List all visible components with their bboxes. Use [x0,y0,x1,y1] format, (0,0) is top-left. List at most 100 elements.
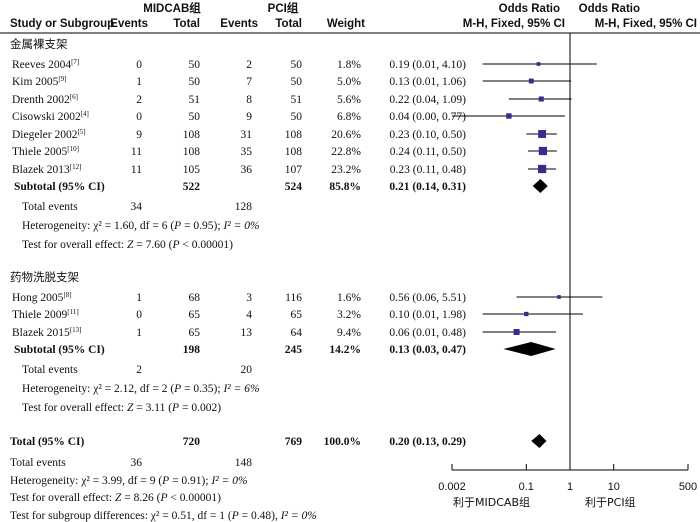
overall-heterogeneity-p: P [161,475,169,487]
overall-total-events2: 148 [235,457,253,469]
heterogeneity-i2: I² = 6% [222,383,259,395]
overall-heterogeneity-chi: χ² = 3.99, df = 9 ( [80,475,162,487]
ci-value: 0.10 (0.01, 1.98) [389,309,466,321]
total-label: Total (95% CI) [10,436,84,448]
study-name: Thiele 2009[11] [12,308,79,321]
study-name: Cisowski 2002[4] [12,110,89,123]
total2-header: Total [275,18,302,30]
subtotal-weight: 14.2% [329,344,361,356]
study-ref: [9] [58,75,66,83]
events2-value: 35 [241,146,253,158]
total-weight: 100.0% [324,436,361,448]
study-ref: [6] [70,93,78,101]
events1-value: 2 [136,94,142,106]
total2-value: 116 [285,292,302,304]
total2-value: 107 [285,164,303,176]
axis-tick-label: 1 [567,481,573,493]
events2-value: 31 [241,129,253,141]
events1-value: 1 [136,292,142,304]
events2-header: Events [220,18,258,30]
events2-value: 9 [246,111,252,123]
weight-value: 20.6% [331,129,361,141]
subgroup-title: 金属裸支架 [10,37,68,51]
overall-heterogeneity-prefix: Heterogeneity: [10,475,81,487]
study-ref: [4] [81,110,89,118]
events1-value: 1 [136,327,142,339]
events1-value: 0 [136,111,142,123]
study-ref: [8] [63,291,71,299]
total2-value: 108 [285,146,303,158]
point-estimate [536,62,541,66]
overall-effect-total-rest: < 0.00001) [168,492,222,504]
heterogeneity-prefix: Heterogeneity: [22,220,93,232]
study-ref: [12] [70,163,82,171]
events1-value: 11 [131,164,142,176]
ci-value: 0.13 (0.01, 1.06) [389,76,466,88]
total-events2: 128 [235,201,253,213]
total1-value: 68 [189,292,201,304]
overall-effect: Test for overall effect: Z = 3.11 (P = 0… [22,402,221,414]
or-plot-header: Odds Ratio [579,3,640,15]
study-name: Hong 2005[8] [12,291,72,304]
events1-value: 1 [136,76,142,88]
events1-header: Events [110,18,148,30]
heterogeneity-prefix: Heterogeneity: [22,383,93,395]
overall-total-events-label: Total events [10,457,66,469]
total-events1: 2 [136,364,142,376]
subtotal-label: Subtotal (95% CI) [14,344,105,356]
study-ref: [10] [67,145,79,153]
total-events1: 34 [131,201,143,213]
total-events-label: Total events [22,364,78,376]
axis-tick-label: 0.1 [519,481,534,493]
weight-value: 9.4% [337,327,361,339]
overall-effect-total: Test for overall effect: Z = 8.26 (P < 0… [10,492,221,504]
point-estimate [538,96,544,102]
weight-value: 1.6% [337,292,361,304]
subtotal-total2: 245 [285,344,303,356]
point-estimate [506,113,512,119]
total1-value: 50 [189,76,201,88]
or-text-subheader: M-H, Fixed, 95% CI [463,18,565,30]
weight-value: 1.8% [337,59,361,71]
overall-effect-z: Z [127,402,134,414]
overall-effect-prefix: Test for overall effect: [22,239,127,251]
ci-value: 0.56 (0.06, 5.51) [389,292,466,304]
heterogeneity-chi: χ² = 1.60, df = 6 ( [92,220,174,232]
study-name: Blazek 2015[13] [12,326,81,339]
subtotal-diamond [532,179,548,193]
point-estimate [524,311,529,317]
events2-value: 4 [246,309,252,321]
total1-value: 108 [183,129,201,141]
axis-tick-label: 0.002 [438,481,466,493]
total-total2: 769 [285,436,303,448]
events2-value: 7 [246,76,252,88]
total2-value: 50 [291,76,303,88]
subgroup-differences-rest: = 0.48), [239,510,281,522]
total1-value: 51 [189,94,201,106]
point-estimate [528,78,534,84]
overall-effect-p: P [171,402,179,414]
study-name: Blazek 2013[12] [12,163,81,176]
events1-value: 9 [136,129,142,141]
total2-value: 65 [291,309,303,321]
events2-value: 36 [241,164,253,176]
total1-value: 65 [189,309,201,321]
ci-value: 0.04 (0.00, 0.77) [389,111,466,123]
total2-value: 50 [291,59,303,71]
group1-header: MIDCAB组 [143,1,201,15]
overall-heterogeneity: Heterogeneity: χ² = 3.99, df = 9 (P = 0.… [10,475,248,487]
total2-value: 64 [291,327,303,339]
study-name: Thiele 2005[10] [12,145,79,158]
events2-value: 13 [241,327,253,339]
study-ref: [5] [77,128,85,136]
events1-value: 11 [131,146,142,158]
subgroup-differences-chi: χ² = 0.51, df = 1 ( [150,510,232,522]
heterogeneity-p: P [173,220,181,232]
ci-value: 0.22 (0.04, 1.09) [389,94,466,106]
study-name: Reeves 2004[7] [12,58,79,71]
ci-value: 0.23 (0.11, 0.48) [390,164,466,176]
ci-value: 0.06 (0.01, 0.48) [389,327,466,339]
overall-effect-total-prefix: Test for overall effect: [10,492,115,504]
overall-effect-p: P [171,239,179,251]
